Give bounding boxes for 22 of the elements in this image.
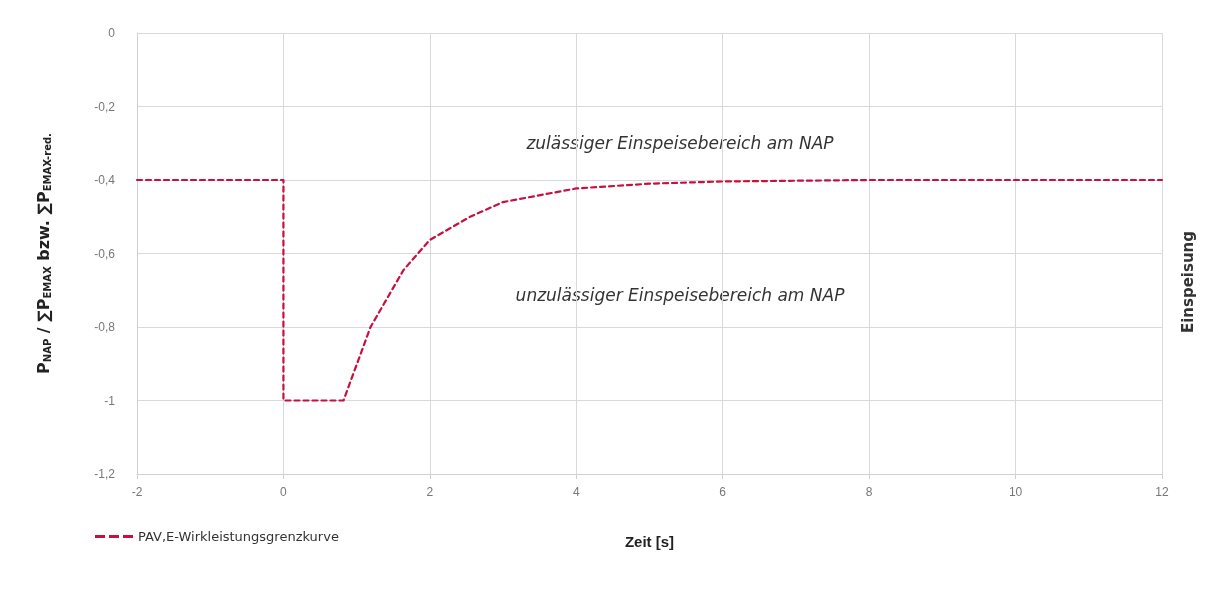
- line-series: [135, 178, 1164, 402]
- y-tick-label: -0,4: [94, 173, 116, 187]
- y-tick-label: 0: [108, 26, 116, 40]
- y-tick-label: -0,6: [94, 246, 116, 261]
- y-tick-label: -0,2: [94, 99, 116, 114]
- y-tick-label: -1: [104, 393, 116, 408]
- x-tick-label: 2: [426, 485, 434, 499]
- y-axis-title: PNAP / ∑PEMAX bzw. ∑PEMAX-red.: [33, 133, 53, 374]
- annotation: zulässiger Einspeisebereich am NAP: [525, 133, 835, 153]
- y-tick-label: -0,8: [94, 320, 116, 334]
- x-tick-label: -2: [131, 485, 143, 499]
- x-tick-label: 10: [1008, 485, 1023, 499]
- x-tick-label: 6: [719, 485, 727, 499]
- x-tick-label: 0: [280, 485, 288, 499]
- x-axis-title: Zeit [s]: [624, 533, 675, 550]
- annotation: unzulässiger Einspeisebereich am NAP: [515, 285, 846, 305]
- x-tick-label: 4: [572, 485, 580, 499]
- x-tick-label: 8: [865, 485, 873, 499]
- x-tick-label: 12: [1155, 485, 1169, 499]
- text: Einspeisung: [1179, 230, 1197, 334]
- y-tick-label: -1,2: [94, 467, 116, 481]
- legend-label: PAV,E-Wirkleistungsgrenzkurve: [138, 529, 339, 544]
